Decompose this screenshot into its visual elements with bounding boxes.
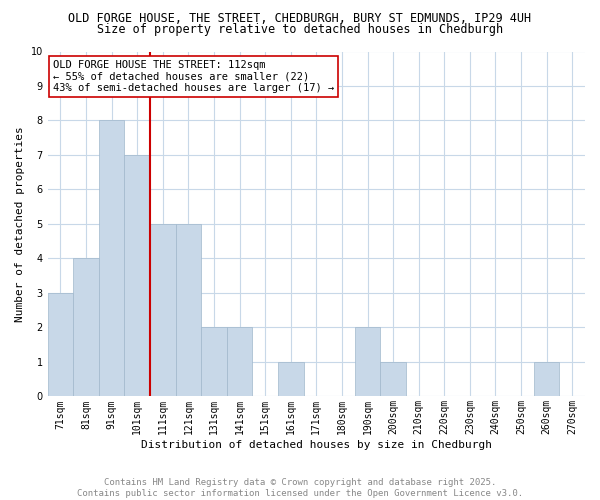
Bar (201, 328, 227, 396)
Bar (278, 362, 304, 396)
Text: Size of property relative to detached houses in Chedburgh: Size of property relative to detached ho… (97, 22, 503, 36)
Y-axis label: Number of detached properties: Number of detached properties (15, 126, 25, 322)
Bar (176, 224, 201, 396)
Bar (99, 120, 124, 396)
Text: Contains HM Land Registry data © Crown copyright and database right 2025.
Contai: Contains HM Land Registry data © Crown c… (77, 478, 523, 498)
Text: OLD FORGE HOUSE THE STREET: 112sqm
← 55% of detached houses are smaller (22)
43%: OLD FORGE HOUSE THE STREET: 112sqm ← 55%… (53, 60, 334, 94)
Bar (380, 362, 406, 396)
Bar (73, 258, 99, 396)
Text: OLD FORGE HOUSE, THE STREET, CHEDBURGH, BURY ST EDMUNDS, IP29 4UH: OLD FORGE HOUSE, THE STREET, CHEDBURGH, … (68, 12, 532, 26)
Bar (227, 328, 253, 396)
Bar (534, 362, 559, 396)
Bar (355, 328, 380, 396)
Bar (47, 293, 73, 397)
Bar (150, 224, 176, 396)
X-axis label: Distribution of detached houses by size in Chedburgh: Distribution of detached houses by size … (141, 440, 492, 450)
Bar (124, 155, 150, 396)
